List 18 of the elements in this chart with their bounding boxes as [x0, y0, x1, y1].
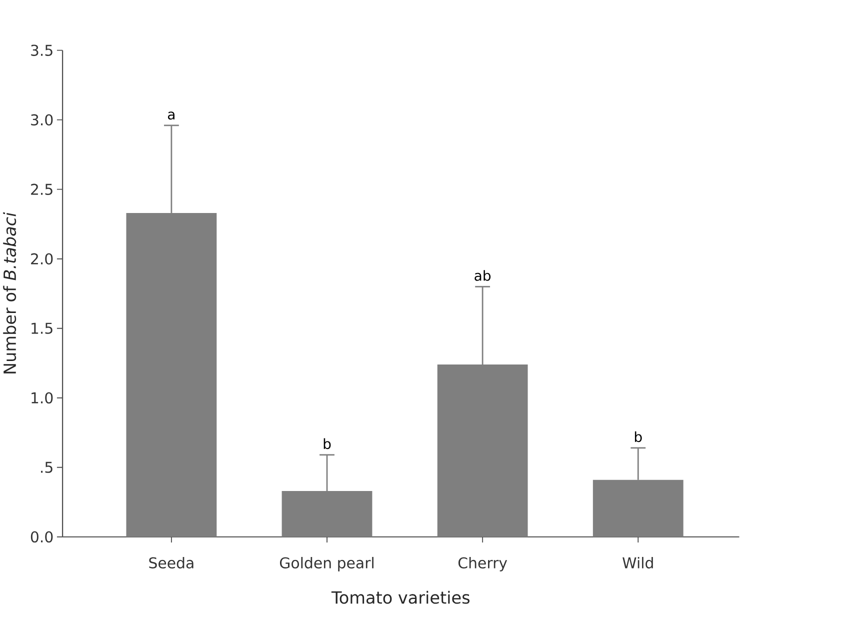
x-axis-title: Tomato varieties — [331, 590, 470, 604]
x-tick-label: Cherry — [458, 556, 508, 572]
y-tick-label: 2.5 — [31, 184, 52, 195]
annotation: b — [324, 438, 331, 449]
x-tick-label: Seeda — [149, 556, 194, 568]
x-tick-label: Wild — [622, 556, 653, 568]
y-tick-label: 3.0 — [31, 114, 53, 126]
annotation: ab — [474, 270, 491, 281]
y-tick-label: 1.5 — [32, 322, 52, 334]
y-tick-label: 0.0 — [30, 531, 53, 542]
y-tick-label: 2.0 — [31, 253, 53, 264]
x-tick-label: Golden pearl — [280, 556, 374, 572]
annotation: a — [168, 112, 174, 120]
y-tick-label: 1.0 — [32, 392, 53, 404]
y-tick-label: .5 — [41, 462, 52, 473]
y-axis-title: Number of B.tabaci — [3, 212, 16, 374]
y-tick-label: 3.5 — [31, 44, 52, 56]
annotation: b — [634, 431, 642, 442]
